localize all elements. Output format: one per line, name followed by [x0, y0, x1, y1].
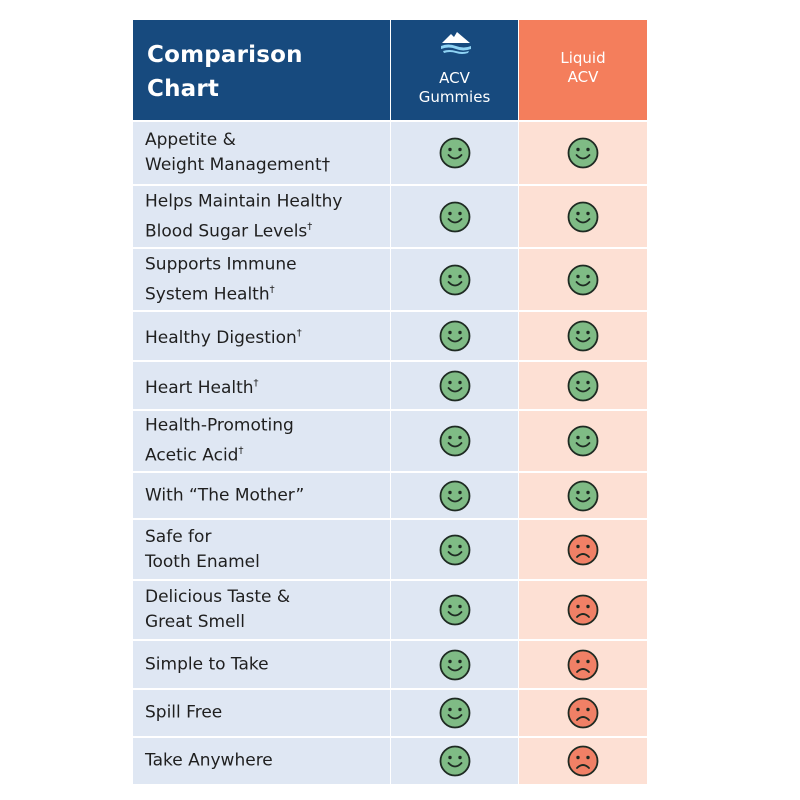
table-row: Delicious Taste & Great Smell	[133, 579, 647, 639]
smiley-face-icon	[439, 594, 470, 626]
gummies-cell	[390, 411, 518, 471]
feature-cell: Healthy Digestion†	[133, 312, 390, 360]
dagger-footnote-mark: †	[253, 377, 259, 389]
feature-cell: Delicious Taste & Great Smell	[133, 581, 390, 639]
frowny-face-icon	[567, 697, 599, 729]
gummies-cell	[390, 520, 518, 579]
smiley-face-icon	[567, 480, 599, 511]
feature-label: Healthy Digestion†	[145, 327, 302, 348]
feature-cell: Helps Maintain Healthy Blood Sugar Level…	[133, 186, 390, 247]
table-row: Take Anywhere	[133, 736, 647, 784]
table-row: Spill Free	[133, 688, 647, 736]
liquid-cell	[518, 249, 647, 310]
table-row: Helps Maintain Healthy Blood Sugar Level…	[133, 184, 647, 247]
feature-cell: Simple to Take	[133, 641, 390, 688]
comparison-chart: Comparison Chart ACV Gummies Liquid ACV …	[133, 20, 647, 784]
liquid-cell	[518, 312, 647, 360]
feature-cell: Take Anywhere	[133, 738, 390, 784]
smiley-face-icon	[567, 201, 599, 232]
gummies-cell	[390, 690, 518, 736]
liquid-cell	[518, 411, 647, 471]
feature-label: With “The Mother”	[145, 485, 305, 505]
table-row: Simple to Take	[133, 639, 647, 688]
feature-label: Delicious Taste & Great Smell	[145, 587, 291, 632]
gummies-cell	[390, 641, 518, 688]
table-row: Healthy Digestion†	[133, 310, 647, 360]
chart-title: Comparison Chart	[147, 42, 303, 102]
feature-cell: Health-Promoting Acetic Acid†	[133, 411, 390, 471]
feature-cell: Supports Immune System Health†	[133, 249, 390, 310]
frowny-face-icon	[567, 649, 599, 680]
gummies-cell	[390, 122, 518, 184]
liquid-cell	[518, 690, 647, 736]
smiley-face-icon	[567, 370, 599, 401]
frowny-face-icon	[567, 594, 599, 626]
feature-label: Take Anywhere	[145, 750, 273, 771]
liquid-cell	[518, 186, 647, 247]
feature-label: Helps Maintain Healthy Blood Sugar Level…	[145, 191, 343, 241]
gummies-cell	[390, 581, 518, 639]
frowny-face-icon	[567, 745, 599, 777]
gummies-column-header: ACV Gummies	[390, 20, 518, 120]
smiley-face-icon	[439, 370, 470, 401]
dagger-footnote-mark: †	[296, 328, 302, 340]
feature-cell: With “The Mother”	[133, 473, 390, 518]
gummies-cell	[390, 473, 518, 518]
liquid-cell	[518, 520, 647, 579]
liquid-column-label: Liquid ACV	[560, 49, 606, 86]
liquid-cell	[518, 362, 647, 409]
feature-cell: Safe for Tooth Enamel	[133, 520, 390, 579]
smiley-face-icon	[439, 137, 470, 169]
feature-label: Appetite & Weight Management†	[145, 130, 331, 175]
gummies-column-label: ACV Gummies	[418, 69, 491, 106]
feature-label: Simple to Take	[145, 654, 269, 674]
table-row: Supports Immune System Health†	[133, 247, 647, 310]
feature-label: Spill Free	[145, 702, 223, 723]
smiley-face-icon	[439, 320, 470, 352]
smiley-face-icon	[567, 425, 599, 457]
dagger-footnote-mark: †	[238, 445, 244, 457]
smiley-face-icon	[439, 201, 470, 232]
smiley-face-icon	[439, 534, 470, 565]
smiley-face-icon	[439, 745, 470, 777]
feature-label: Safe for Tooth Enamel	[145, 526, 260, 572]
feature-label: Health-Promoting Acetic Acid†	[145, 415, 294, 466]
feature-cell: Appetite & Weight Management†	[133, 122, 390, 184]
smiley-face-icon	[439, 480, 470, 511]
table-row: Heart Health†	[133, 360, 647, 409]
liquid-column-header: Liquid ACV	[518, 20, 647, 120]
mountain-logo-icon	[441, 32, 471, 54]
gummies-cell	[390, 249, 518, 310]
chart-header: Comparison Chart ACV Gummies Liquid ACV	[133, 20, 647, 120]
smiley-face-icon	[439, 649, 470, 680]
smiley-face-icon	[439, 264, 470, 295]
feature-label: Heart Health†	[145, 377, 259, 398]
liquid-cell	[518, 581, 647, 639]
gummies-cell	[390, 738, 518, 784]
smiley-face-icon	[567, 264, 599, 295]
liquid-cell	[518, 473, 647, 518]
table-row: With “The Mother”	[133, 471, 647, 518]
table-row: Safe for Tooth Enamel	[133, 518, 647, 579]
feature-rows: Appetite & Weight Management† Helps Maint…	[133, 120, 647, 784]
liquid-cell	[518, 122, 647, 184]
smiley-face-icon	[439, 425, 470, 457]
table-row: Appetite & Weight Management†	[133, 120, 647, 184]
feature-cell: Spill Free	[133, 690, 390, 736]
dagger-footnote-mark: †	[269, 284, 275, 296]
table-row: Health-Promoting Acetic Acid†	[133, 409, 647, 471]
title-cell: Comparison Chart	[133, 20, 390, 120]
gummies-cell	[390, 362, 518, 409]
frowny-face-icon	[567, 534, 599, 565]
dagger-footnote-mark: †	[307, 221, 313, 233]
smiley-face-icon	[567, 137, 599, 169]
gummies-cell	[390, 186, 518, 247]
feature-label: Supports Immune System Health†	[145, 254, 297, 304]
smiley-face-icon	[567, 320, 599, 352]
smiley-face-icon	[439, 697, 470, 729]
liquid-cell	[518, 641, 647, 688]
feature-cell: Heart Health†	[133, 362, 390, 409]
gummies-cell	[390, 312, 518, 360]
liquid-cell	[518, 738, 647, 784]
